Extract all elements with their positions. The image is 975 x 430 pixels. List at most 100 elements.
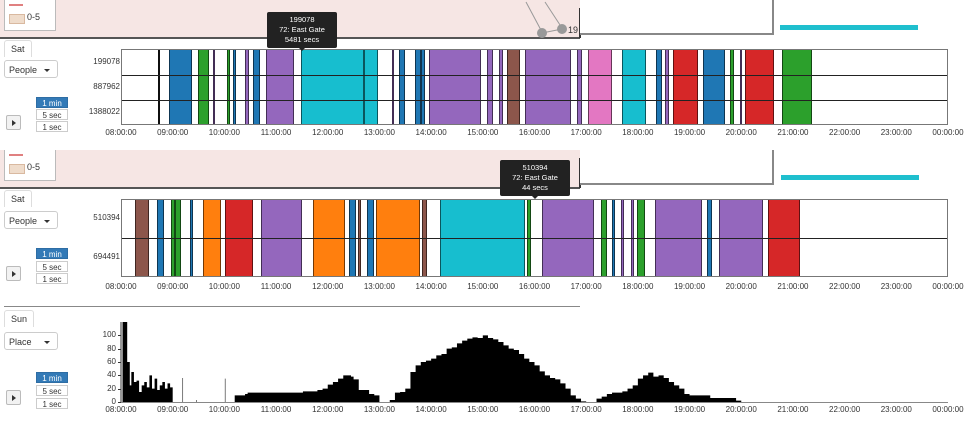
speed-1sec-button[interactable]: 1 sec (36, 273, 68, 284)
timeline-segment[interactable] (301, 50, 365, 124)
day-tab[interactable]: Sun (4, 310, 35, 327)
x-tick-label: 15:00:00 (467, 405, 499, 414)
timeline-segment[interactable] (672, 50, 699, 124)
play-button[interactable] (6, 115, 21, 130)
x-tick-label: 13:00:00 (363, 405, 395, 414)
play-button[interactable] (6, 390, 21, 405)
legend-label: 0-5 (27, 162, 41, 172)
y-tick-label: 60 (107, 357, 116, 366)
timeline-segment[interactable] (429, 50, 481, 124)
tooltip-place: 72: East Gate (512, 173, 558, 182)
timeline-segment[interactable] (226, 50, 230, 124)
timeline-segment[interactable] (487, 50, 493, 124)
play-icon (12, 271, 16, 277)
speed-1min-button[interactable]: 1 min (36, 97, 68, 108)
timeline-segment[interactable] (655, 50, 663, 124)
timeline-segment[interactable] (265, 50, 294, 124)
x-tick-label: 11:00:00 (260, 405, 292, 414)
x-tick-label: 22:00:00 (829, 282, 861, 291)
timeline-segment[interactable] (702, 50, 726, 124)
timeline-segment[interactable] (524, 50, 572, 124)
speed-1min-button[interactable]: 1 min (36, 372, 68, 383)
panel-3: Sun Place 1 min 5 sec 1 sec 0 20 40 60 80 100… (0, 300, 975, 430)
tooltip-duration: 5481 secs (284, 35, 320, 44)
timeline-segment[interactable] (421, 50, 426, 124)
y-tick-label: 40 (107, 370, 116, 380)
speed-1sec-button[interactable]: 1 sec (36, 398, 68, 409)
panel-divider (4, 306, 580, 307)
panel-2: 0-5 Sat People 1 min 5 sec 1 sec 510394 … (0, 150, 975, 300)
x-tick-label: 20:00:00 (725, 128, 757, 137)
row-label: 694491 (93, 252, 120, 261)
side-panel-frame (580, 150, 774, 185)
timeline-segment[interactable] (621, 50, 647, 124)
mode-select-value: People (9, 65, 38, 75)
x-tick-label: 17:00:00 (570, 405, 602, 414)
map-legend: 0-5 (4, 150, 56, 181)
x-tick-label: 19:00:00 (673, 405, 706, 414)
timeline-segment[interactable] (213, 50, 216, 124)
play-button[interactable] (6, 266, 21, 281)
timeline-segment[interactable] (168, 50, 192, 124)
mode-select-value: Place (9, 337, 32, 347)
mode-select-value: People (9, 216, 38, 226)
tooltip-id: 199078 (289, 15, 315, 24)
network-graph (525, 1, 567, 38)
panel-1: 0-5 19 Sat People 1 min 5 sec 1 sec 1990… (0, 0, 975, 150)
mode-select[interactable]: Place (4, 332, 58, 350)
x-tick-label: 15:00:00 (467, 282, 499, 291)
map-legend: 0-5 (4, 0, 56, 31)
timeline-segment[interactable] (158, 50, 161, 124)
timeline-segment[interactable] (587, 50, 613, 124)
timeline-segment[interactable] (730, 50, 735, 124)
y-tick-mark (118, 388, 121, 390)
play-icon (12, 395, 16, 401)
x-tick-label: 09:00:00 (157, 128, 189, 137)
speed-5sec-button[interactable]: 5 sec (36, 385, 68, 396)
timeline-plot[interactable] (121, 199, 948, 277)
timeline-segment[interactable] (782, 50, 812, 124)
x-tick-label: 08:00:00 (105, 128, 137, 137)
timeline-segment[interactable] (740, 50, 743, 124)
area-chart[interactable] (0, 300, 975, 430)
timeline-segment[interactable] (577, 50, 583, 124)
timeline-segment[interactable] (244, 50, 249, 124)
legend-swatch (9, 164, 25, 174)
timeline-segment[interactable] (197, 50, 209, 124)
x-tick-label: 21:00:00 (777, 128, 809, 137)
timeline-segment[interactable] (506, 50, 520, 124)
x-tick-label: 22:00:00 (829, 128, 861, 137)
chevron-down-icon (44, 69, 50, 72)
speed-1sec-button[interactable]: 1 sec (36, 121, 68, 132)
speed-1min-button[interactable]: 1 min (36, 248, 68, 259)
timeline-segment[interactable] (399, 50, 406, 124)
timeline-segment[interactable] (392, 50, 395, 124)
mode-select[interactable]: People (4, 60, 58, 78)
day-tab[interactable]: Sat (4, 40, 32, 57)
timeline-segment[interactable] (498, 50, 503, 124)
legend-swatch-top (9, 154, 23, 156)
x-tick-label: 21:00:00 (777, 405, 809, 414)
day-tab[interactable]: Sat (4, 190, 32, 207)
timeline-segment[interactable] (745, 50, 774, 124)
timeline-segment[interactable] (252, 50, 260, 124)
tooltip-place: 72: East Gate (279, 25, 325, 34)
x-tick-label: 12:00:00 (312, 282, 344, 291)
play-icon (12, 120, 16, 126)
legend-swatch-top (9, 4, 23, 6)
timeline-segment[interactable] (665, 50, 669, 124)
tooltip: 199078 72: East Gate 5481 secs (267, 12, 337, 51)
timeline-segment[interactable] (415, 50, 422, 124)
timeline-plot[interactable] (121, 49, 948, 125)
x-tick-label: 19:00:00 (673, 128, 706, 137)
timeline-segment[interactable] (232, 50, 236, 124)
tooltip-duration: 44 secs (522, 183, 548, 192)
map-view[interactable] (0, 150, 580, 189)
speed-5sec-button[interactable]: 5 sec (36, 261, 68, 272)
x-tick-label: 13:00:00 (363, 128, 395, 137)
y-tick-mark (118, 375, 121, 377)
timeline-segment[interactable] (364, 50, 379, 124)
row-label: 510394 (93, 213, 120, 222)
mode-select[interactable]: People (4, 211, 58, 229)
speed-5sec-button[interactable]: 5 sec (36, 109, 68, 120)
